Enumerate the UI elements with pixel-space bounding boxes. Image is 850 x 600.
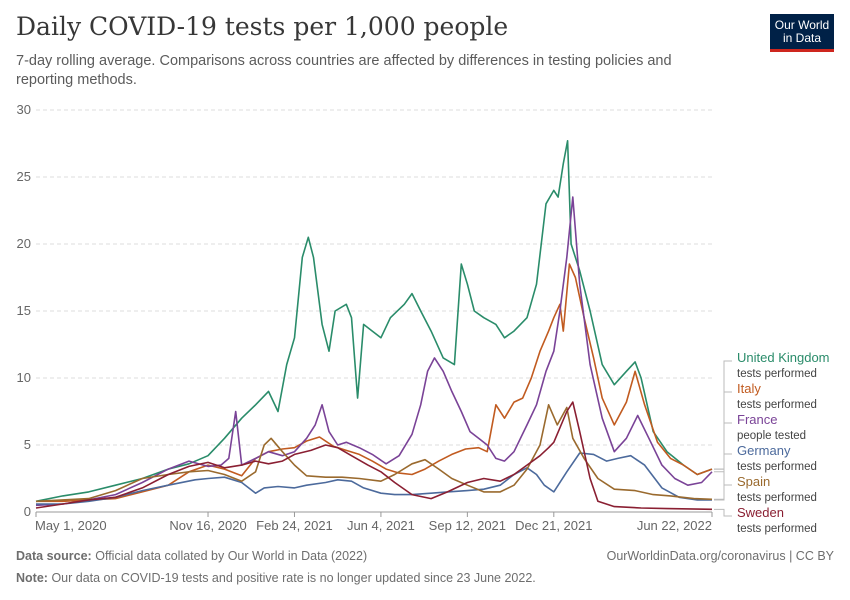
y-tick-label: 10 bbox=[17, 370, 31, 385]
legend-label-spain[interactable]: Spain bbox=[737, 474, 770, 489]
legend-connector bbox=[714, 484, 732, 500]
legend-sublabel: tests performed bbox=[737, 368, 817, 380]
legend-connector bbox=[714, 360, 732, 470]
legend-label-france[interactable]: France bbox=[737, 412, 777, 427]
y-tick-label: 0 bbox=[24, 504, 31, 519]
legend-sublabel: people tested bbox=[737, 430, 806, 442]
x-tick-label: Dec 21, 2021 bbox=[515, 518, 592, 533]
chart-subtitle: 7-day rolling average. Comparisons acros… bbox=[16, 53, 672, 88]
legend-sublabel: tests performed bbox=[737, 461, 817, 473]
note-label: Note: bbox=[16, 571, 48, 585]
series-line-spain[interactable] bbox=[35, 404, 713, 503]
y-tick-label: 30 bbox=[17, 102, 31, 117]
data-source: Data source: Official data collated by O… bbox=[16, 549, 367, 563]
legend-sublabel: tests performed bbox=[737, 492, 817, 504]
footer-credit[interactable]: OurWorldinData.org/coronavirus | CC BY bbox=[606, 549, 834, 563]
legend-connector bbox=[714, 422, 732, 473]
legend-connector bbox=[714, 508, 732, 517]
series-line-germany[interactable] bbox=[36, 452, 712, 505]
legend-label-germany[interactable]: Germany bbox=[737, 443, 791, 458]
source-text: Official data collated by Our World in D… bbox=[95, 549, 368, 563]
y-tick-label: 20 bbox=[17, 236, 31, 251]
x-tick-label: Nov 16, 2020 bbox=[169, 518, 246, 533]
series-lines bbox=[35, 140, 713, 511]
legend-label-united-kingdom[interactable]: United Kingdom bbox=[737, 350, 830, 365]
note-text: Our data on COVID-19 tests and positive … bbox=[51, 571, 536, 585]
legend-label-sweden[interactable]: Sweden bbox=[737, 505, 784, 520]
legend-sublabel: tests performed bbox=[737, 523, 817, 535]
y-tick-label: 25 bbox=[17, 169, 31, 184]
x-tick-label: Jun 4, 2021 bbox=[347, 518, 415, 533]
legend-label-italy[interactable]: Italy bbox=[737, 381, 761, 396]
x-tick-label: May 1, 2020 bbox=[35, 518, 107, 533]
series-line-italy[interactable] bbox=[36, 263, 713, 503]
legend-connector bbox=[714, 453, 732, 501]
x-tick-label: Feb 24, 2021 bbox=[256, 518, 333, 533]
footer-note: Note: Our data on COVID-19 tests and pos… bbox=[16, 571, 536, 585]
legend-connector bbox=[714, 391, 732, 470]
x-tick-label: Jun 22, 2022 bbox=[637, 518, 712, 533]
series-line-sweden[interactable] bbox=[35, 401, 713, 511]
gridlines: 0 5 10 15 20 25 30 May 1, 2020 Nov 16, 2020 Feb 2… bbox=[17, 102, 713, 533]
y-tick-label: 5 bbox=[24, 437, 31, 452]
source-label: Data source: bbox=[16, 549, 92, 563]
y-tick-label: 15 bbox=[17, 303, 31, 318]
owid-logo[interactable]: Our World in Data bbox=[770, 14, 834, 52]
x-tick-label: Sep 12, 2021 bbox=[429, 518, 506, 533]
series-line-france[interactable] bbox=[35, 196, 713, 507]
chart-title: Daily COVID-19 tests per 1,000 people bbox=[16, 12, 509, 41]
series-line-united-kingdom[interactable] bbox=[35, 140, 713, 503]
legend-sublabel: tests performed bbox=[737, 399, 817, 411]
